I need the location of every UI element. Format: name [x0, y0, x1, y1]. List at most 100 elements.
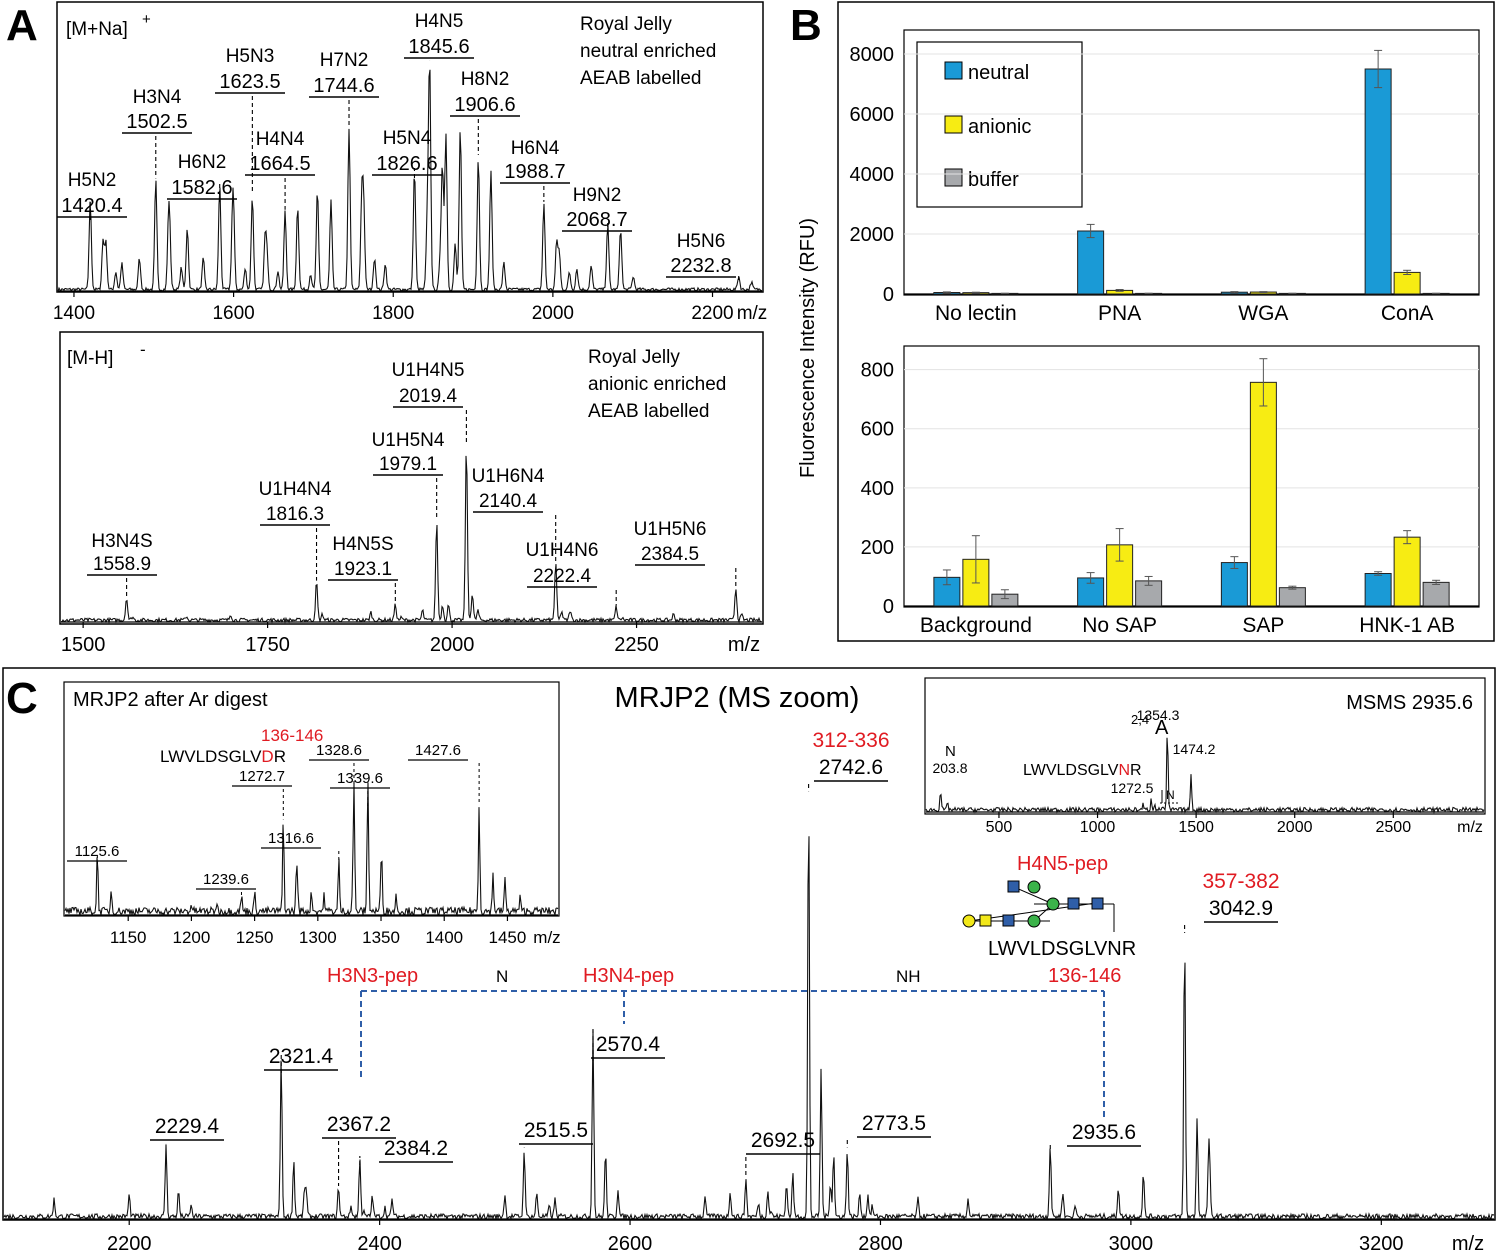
peak-name-label: H3N4: [133, 87, 182, 108]
peak-mz-label: 1923.1: [334, 559, 392, 580]
peptide-pre: LWVLDSGLV: [1023, 762, 1119, 779]
peak-name-label: H9N2: [573, 185, 622, 206]
peak-name-label: H4N5: [415, 11, 464, 32]
peak-mz-label: 1988.7: [504, 161, 565, 183]
peptide-post: R: [1130, 762, 1142, 779]
x-tick-label: 1000: [1080, 819, 1116, 836]
panel-c-frame: [2, 667, 1496, 1221]
ion-charge: +: [142, 11, 151, 28]
ion-label: [M+Na]: [66, 19, 128, 40]
peak-mz-label: 2019.4: [399, 386, 458, 407]
peak-mz-label: 1558.9: [93, 554, 151, 575]
y-tick-label: 400: [861, 478, 894, 500]
peak-mz-label: 3042.9: [1209, 897, 1273, 920]
x-tick-label: 1450: [489, 928, 527, 947]
category-label: Background: [920, 614, 1032, 637]
bar-buffer: [1278, 587, 1306, 607]
peak-name-label: U1H5N6: [634, 519, 707, 540]
glcnac-icon: [1007, 880, 1020, 893]
plots: 1400 1600 1800 2000 2200 m/zH5N21420.4H3N4150…: [3, 11, 1495, 1255]
peak-mz-label: 2742.6: [819, 756, 883, 779]
x-tick-label: 3000: [1109, 1233, 1154, 1255]
x-tick-label: 1300: [299, 928, 337, 947]
peak-mz-label: 2232.8: [670, 255, 731, 277]
peak-mz-label: 203.8: [932, 760, 967, 776]
x-axis-label: m/z: [737, 303, 768, 324]
x-axis-label: m/z: [1457, 819, 1483, 836]
y-tick-label: 2000: [850, 224, 895, 246]
x-tick-label: 1500: [61, 634, 106, 656]
msms-peptide: LWVLDSGLVNR: [1023, 762, 1142, 779]
legend-swatch-neutral: [944, 61, 963, 80]
ladder-label-h3n4: H3N4-pep: [583, 965, 674, 987]
peak-mz-label: 2935.6: [1072, 1121, 1136, 1144]
category-label: No lectin: [935, 302, 1017, 325]
glycan-peptide: LWVLDSGLVNR: [988, 938, 1136, 960]
peak-name-label: H5N2: [68, 170, 117, 191]
peptide-mutation: D: [261, 747, 273, 766]
peak-name-label: H4N4: [256, 129, 305, 150]
bar-anionic: [1393, 271, 1421, 295]
peak-name-label: H8N2: [461, 69, 510, 90]
panel-b2-plot: [903, 345, 1480, 608]
peak-mz-label: 1906.6: [454, 94, 515, 116]
peak-mz-label: 2068.7: [566, 209, 627, 231]
spectrum-trace: [3, 836, 1495, 1222]
peak-mz-label: 2384.5: [641, 544, 699, 565]
panel-letter-a: A: [6, 1, 38, 50]
x-tick-label: 2800: [858, 1233, 903, 1255]
legend-swatch-anionic: [944, 115, 963, 134]
ladder-label-h3n3: H3N3-pep: [327, 965, 418, 987]
peak-mz-label: 2229.4: [155, 1115, 220, 1138]
panel-a2-frame: [59, 331, 764, 625]
y-tick-label: 4000: [850, 164, 895, 186]
peak-name-label: H5N3: [226, 46, 275, 67]
x-tick-label: 2200: [691, 303, 733, 324]
peak-mz-label: 1623.5: [219, 71, 280, 93]
peak-name-label: H6N4: [511, 138, 560, 159]
y-tick-label: 0: [883, 596, 894, 618]
bar-anionic: [1393, 536, 1421, 607]
peak-mz-label: 1979.1: [379, 454, 437, 475]
bar-neutral: [1364, 573, 1392, 607]
x-tick-label: 1750: [245, 634, 290, 656]
bar-anionic: [1249, 381, 1277, 607]
ladder-label-range: 136-146: [1048, 965, 1121, 987]
category-label: PNA: [1098, 302, 1141, 325]
y-tick-label: 0: [883, 284, 894, 306]
glycan-structure: H4N5-pep LWVLDSGLVNR: [962, 853, 1136, 960]
peptide-mutation: N: [1118, 762, 1130, 779]
glcnac-icon: [1002, 914, 1015, 927]
panel-b1-plot: [903, 29, 1480, 296]
peptide-pre: LWVLDSGLV: [160, 747, 262, 766]
peak-mz-label: 2222.4: [533, 566, 592, 587]
peak-mz-label: 1502.5: [126, 111, 187, 133]
x-tick-label: 2000: [430, 634, 475, 656]
ion-label: [M-H]: [67, 348, 113, 369]
x-tick-label: 2500: [1376, 819, 1412, 836]
peak-mz-label: 2570.4: [596, 1033, 661, 1056]
peak-mz-label: 1354.3: [1137, 707, 1180, 723]
peptide-post: R: [274, 747, 286, 766]
peak-mz-label: 1474.2: [1173, 741, 1216, 757]
panel-letter-b: B: [790, 1, 822, 50]
legend-label-buffer: buffer: [968, 169, 1019, 191]
bar-neutral: [1220, 562, 1248, 607]
peak-name-label: H5N4: [383, 128, 432, 149]
x-tick-label: 2000: [1277, 819, 1313, 836]
glycan-ladder: H3N3-pep N H3N4-pep NH 136-146: [327, 965, 1121, 1120]
panel-a1-frame: [56, 1, 764, 293]
legend: neutral anionic buffer: [916, 41, 1083, 208]
ion-n-label-2: N: [1166, 788, 1175, 802]
inset1-title: MRJP2 after Ar digest: [73, 689, 268, 711]
panel-c-inset1-frame: [63, 681, 560, 917]
mannose-icon: [1027, 880, 1041, 894]
glycan-bond: [1013, 886, 1054, 905]
peptide-range: 136-146: [261, 726, 323, 745]
x-tick-label: 2600: [608, 1233, 653, 1255]
x-tick-label: 3200: [1359, 1233, 1404, 1255]
galactose-icon: [962, 914, 976, 928]
x-tick-label: 1350: [362, 928, 400, 947]
annotation-line-2: anionic enriched: [588, 374, 726, 395]
